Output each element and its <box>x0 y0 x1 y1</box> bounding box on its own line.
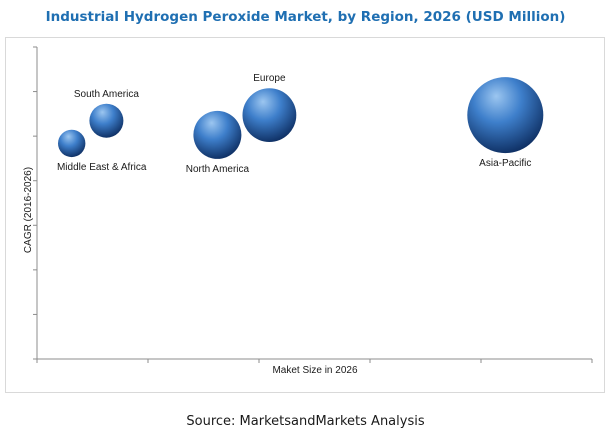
bubble-label-2: North America <box>186 164 250 175</box>
bubble-labels-group: Middle East & Africa South America North A… <box>57 73 531 175</box>
y-axis-ticks <box>33 46 37 360</box>
bubble-label-1: South America <box>74 89 139 100</box>
chart-frame <box>5 37 605 393</box>
source-note: Source: MarketsandMarkets Analysis <box>186 414 425 429</box>
bubble-label-0: Middle East & Africa <box>57 162 147 173</box>
bubble-2 <box>193 110 242 159</box>
bubbles-group <box>57 77 544 159</box>
y-axis-label: CAGR (2016-2026) <box>23 167 34 253</box>
bubble-label-3: Europe <box>253 73 286 84</box>
bubble-label-4: Asia-Pacific <box>479 158 531 169</box>
x-axis-ticks <box>36 359 593 363</box>
bubble-3 <box>242 88 297 142</box>
x-axis-label: Maket Size in 2026 <box>272 365 357 376</box>
chart-title: Industrial Hydrogen Peroxide Market, by … <box>45 9 566 25</box>
bubble-1 <box>89 103 124 138</box>
bubble-4 <box>467 77 544 154</box>
bubble-0 <box>57 129 86 158</box>
